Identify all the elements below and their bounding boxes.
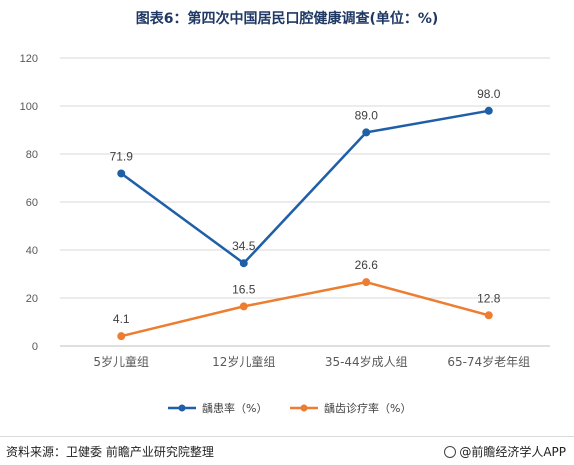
data-label: 4.1 <box>113 312 130 326</box>
source-note: 资料来源：卫健委 前瞻产业研究院整理 <box>6 445 214 459</box>
data-label: 12.8 <box>477 291 501 305</box>
data-point <box>362 128 371 137</box>
series-line <box>120 280 490 338</box>
data-point <box>484 106 493 115</box>
data-label: 16.5 <box>232 282 256 296</box>
legend-label: 龋齿诊疗率（%） <box>324 401 411 415</box>
gridlines <box>60 57 550 299</box>
data-point <box>484 311 493 320</box>
x-tick-label: 65-74岁老年组 <box>447 354 530 369</box>
y-tick-label: 80 <box>26 149 38 161</box>
brand-logo-icon <box>444 446 457 458</box>
y-tick-label: 120 <box>20 53 38 65</box>
legend-swatch-marker <box>300 404 308 412</box>
data-point <box>239 302 248 311</box>
data-point <box>117 169 126 178</box>
y-tick-label: 60 <box>26 197 38 209</box>
data-point <box>362 278 371 287</box>
axes: 0 20 40 60 80 100 120 5岁儿童组 12岁儿童组 35-44岁成人组 65-74… <box>20 53 550 369</box>
data-label: 98.0 <box>477 87 501 101</box>
series <box>117 106 493 341</box>
legend: 龋患率（%） 龋齿诊疗率（%） <box>168 401 411 415</box>
data-label: 26.6 <box>355 258 379 272</box>
legend-label: 龋患率（%） <box>202 401 267 415</box>
y-tick-label: 20 <box>26 293 38 305</box>
x-tick-label: 5岁儿童组 <box>93 354 149 369</box>
brand-text: @前瞻经济学人APP <box>459 445 566 459</box>
data-point <box>239 259 248 268</box>
data-labels: 71.9 34.5 89.0 98.0 4.1 16.5 26.6 12.8 <box>110 87 501 326</box>
brand-credit: @前瞻经济学人APP <box>444 443 566 460</box>
data-label: 34.5 <box>232 239 256 253</box>
data-label: 89.0 <box>355 108 379 122</box>
data-point <box>117 332 126 341</box>
chart-title: 图表6：第四次中国居民口腔健康调查(单位：%) <box>135 11 439 27</box>
series-line <box>120 109 489 265</box>
x-tick-label: 12岁儿童组 <box>212 354 275 369</box>
line-chart: 0 20 40 60 80 100 120 5岁儿童组 12岁儿童组 35-44岁成人组 65-74… <box>20 53 550 415</box>
y-tick-label: 100 <box>20 101 38 113</box>
y-tick-label: 40 <box>26 245 38 257</box>
y-tick-label: 0 <box>32 341 38 353</box>
data-label: 71.9 <box>110 149 134 163</box>
legend-swatch-marker <box>178 404 186 412</box>
footer: 资料来源：卫健委 前瞻产业研究院整理 @前瞻经济学人APP <box>0 436 574 465</box>
x-tick-label: 35-44岁成人组 <box>325 354 408 369</box>
